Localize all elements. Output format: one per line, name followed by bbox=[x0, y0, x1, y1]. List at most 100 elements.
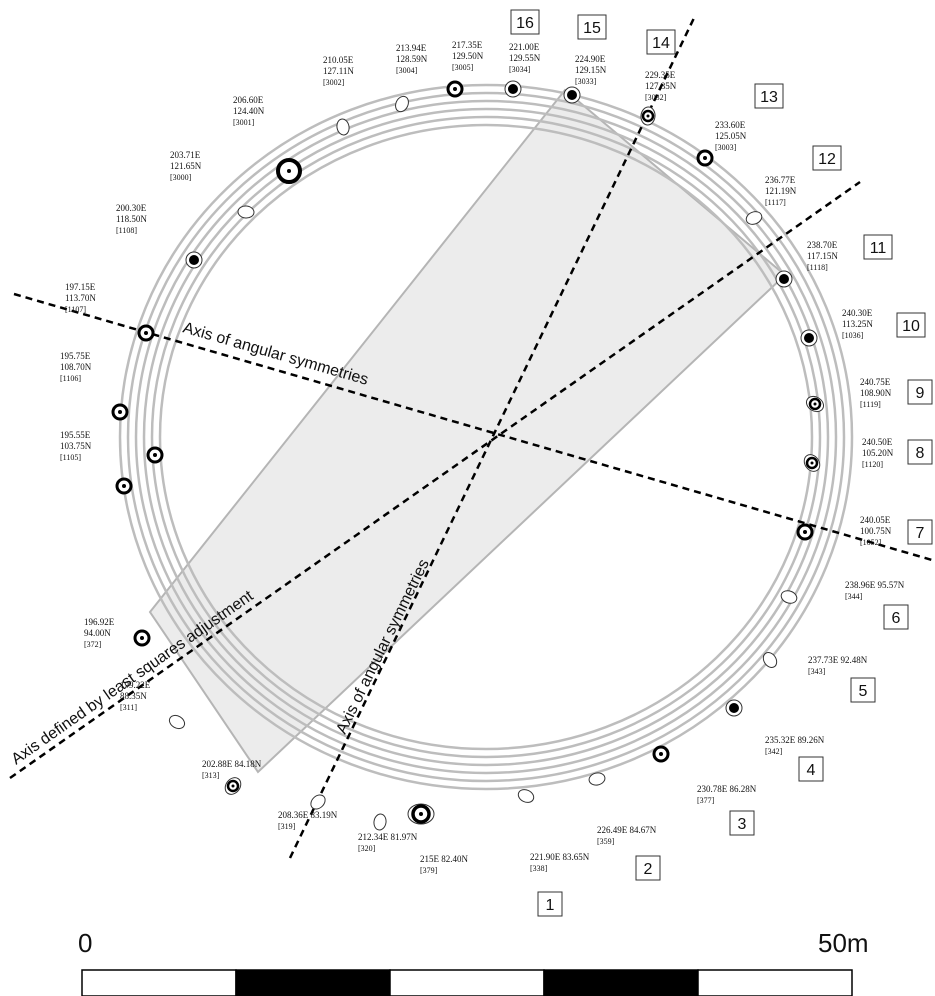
stone-label-e: 199.22E bbox=[120, 680, 151, 690]
number-box-label: 10 bbox=[902, 318, 920, 335]
stone-label: 208.36E 83.19N [319] bbox=[278, 810, 338, 831]
stone-label-id: [3001] bbox=[233, 118, 255, 127]
stone-marker bbox=[696, 149, 714, 167]
scale-bar: 0 50m bbox=[78, 928, 869, 996]
stone-marker bbox=[805, 395, 825, 413]
stone-label-e: 226.49E 84.67N bbox=[597, 825, 657, 835]
stone-label-n: 103.75N bbox=[60, 441, 92, 451]
number-box-label: 11 bbox=[870, 240, 887, 257]
stone-label-id: [342] bbox=[765, 747, 783, 756]
stone-marker bbox=[185, 251, 203, 269]
number-box-label: 6 bbox=[892, 610, 901, 627]
stone-marker bbox=[224, 777, 242, 795]
stone-label-id: [359] bbox=[597, 837, 615, 846]
stone-label-n: 125.05N bbox=[715, 131, 747, 141]
stone-label-id: [3000] bbox=[170, 173, 192, 182]
number-box: 3 bbox=[729, 810, 755, 836]
stone-label-id: [1052] bbox=[860, 538, 882, 547]
stone-label-e: 215E 82.40N bbox=[420, 854, 468, 864]
stone-label-id: [1036] bbox=[842, 331, 864, 340]
stone-label-e: 238.96E 95.57N bbox=[845, 580, 905, 590]
stone-marker bbox=[780, 590, 798, 604]
stone-label: 221.90E 83.65N [338] bbox=[530, 852, 590, 873]
stone-label-e: 195.55E bbox=[60, 430, 91, 440]
number-box: 7 bbox=[907, 519, 933, 545]
stone-label-n: 129.55N bbox=[509, 53, 541, 63]
stone-label-id: [1108] bbox=[116, 226, 137, 235]
number-box-label: 15 bbox=[583, 20, 601, 37]
number-box-label: 12 bbox=[818, 151, 836, 168]
number-box: 10 bbox=[896, 312, 926, 338]
stone-marker bbox=[640, 106, 656, 126]
stone-marker bbox=[762, 652, 778, 668]
stone-marker bbox=[504, 80, 522, 98]
stone-label-e: 195.75E bbox=[60, 351, 91, 361]
number-box-label: 9 bbox=[916, 385, 925, 402]
stone-marker bbox=[137, 324, 155, 342]
stone-label-id: [338] bbox=[530, 864, 548, 873]
stone-marker bbox=[310, 794, 326, 810]
number-box: 4 bbox=[798, 756, 824, 782]
stone-label-e: 217.35E bbox=[452, 40, 483, 50]
stone-marker bbox=[395, 95, 409, 113]
stone-marker bbox=[796, 523, 814, 541]
stone-marker bbox=[276, 158, 302, 184]
stone-label-n: 127.11N bbox=[323, 66, 354, 76]
number-box-label: 14 bbox=[652, 35, 670, 52]
stone-label-id: [1106] bbox=[60, 374, 81, 383]
stone-label-n: 108.90N bbox=[860, 388, 892, 398]
stone-label-n: 100.75N bbox=[860, 526, 892, 536]
stone-label-e: 213.94E bbox=[396, 43, 427, 53]
stone-label-e: 221.00E bbox=[509, 42, 540, 52]
stone-label: 226.49E 84.67N [359] bbox=[597, 825, 657, 846]
stone-label-id: [3034] bbox=[509, 65, 531, 74]
stone-marker bbox=[563, 86, 581, 104]
stone-marker bbox=[775, 270, 793, 288]
stone-label-e: 202.88E 84.18N bbox=[202, 759, 262, 769]
stone-marker bbox=[588, 772, 606, 786]
stone-label-id: [1105] bbox=[60, 453, 81, 462]
stone-label-e: 238.70E bbox=[807, 240, 838, 250]
stone-label-id: [379] bbox=[420, 866, 438, 875]
stone-label-e: 210.05E bbox=[323, 55, 354, 65]
stone-markers bbox=[111, 80, 825, 831]
number-box: 5 bbox=[850, 677, 876, 703]
number-box-label: 16 bbox=[516, 15, 534, 32]
scale-start-label: 0 bbox=[78, 928, 92, 958]
stone-marker bbox=[336, 118, 350, 136]
stone-marker bbox=[745, 211, 763, 225]
number-box: 13 bbox=[754, 83, 784, 109]
number-box-label: 13 bbox=[760, 89, 778, 106]
stone-marker bbox=[237, 205, 255, 219]
number-box-label: 5 bbox=[859, 683, 868, 700]
stone-marker bbox=[373, 813, 387, 831]
number-box: 15 bbox=[577, 14, 607, 40]
stone-label-n: 105.20N bbox=[862, 448, 894, 458]
stone-marker bbox=[168, 714, 186, 730]
stone-label-e: 240.75E bbox=[860, 377, 891, 387]
scale-segment-4 bbox=[543, 969, 699, 996]
stone-label-e: 221.90E 83.65N bbox=[530, 852, 590, 862]
scale-segment-5 bbox=[697, 969, 853, 996]
stone-marker bbox=[446, 80, 464, 98]
stone-label: 230.78E 86.28N [377] bbox=[697, 784, 757, 805]
stone-label-id: [313] bbox=[202, 771, 220, 780]
stone-label-e: 230.78E 86.28N bbox=[697, 784, 757, 794]
stone-label-id: [1117] bbox=[765, 198, 786, 207]
number-box-label: 2 bbox=[644, 861, 653, 878]
number-box: 11 bbox=[863, 234, 893, 260]
